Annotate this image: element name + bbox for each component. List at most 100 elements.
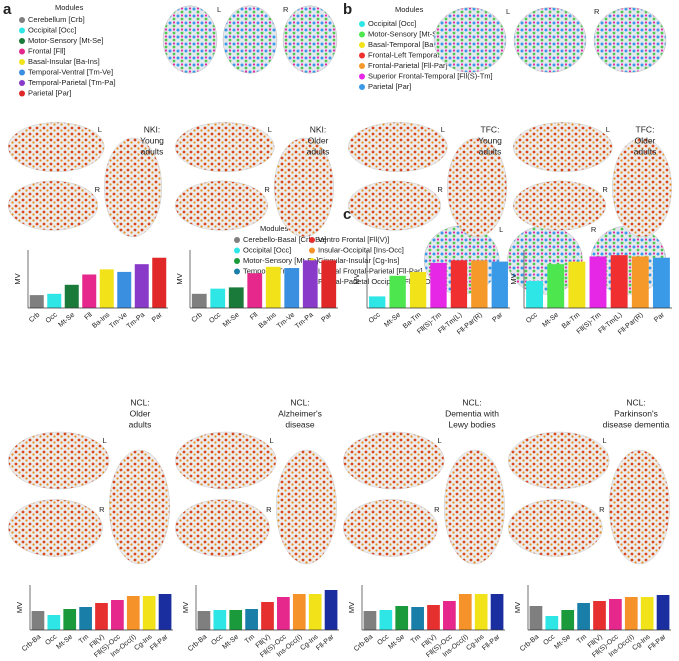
x-tick-label: Crb-Ba (353, 634, 375, 654)
legend-label: Motor-Sensory [Mt-Se] (28, 36, 103, 45)
brain-image (175, 180, 268, 231)
bar (609, 599, 622, 630)
brain-image (162, 5, 218, 74)
panel-label: a (3, 1, 12, 18)
legend-title: Modules (395, 5, 424, 14)
bar (229, 610, 243, 630)
bar (158, 594, 172, 630)
bar (247, 273, 263, 308)
bar (117, 271, 132, 308)
chart-title: Parkinson's (614, 408, 658, 418)
bar (389, 275, 406, 308)
x-tick-label: Fll-Par (481, 633, 502, 652)
hemisphere-label: R (594, 7, 600, 16)
brain-image (447, 137, 507, 238)
brain-image (433, 7, 507, 73)
bar (31, 611, 45, 630)
y-axis-label: MV (15, 602, 24, 613)
bar (142, 596, 156, 630)
brain-image (7, 122, 105, 173)
chart-title: adults (141, 146, 164, 156)
legend-swatch (19, 80, 25, 86)
hemisphere-label: L (217, 5, 221, 14)
legend-label: Temporal-Parietal [Tm-Pa] (28, 78, 116, 87)
chart-title: TFC: (636, 124, 655, 134)
legend-label: Temporal-Ventral [Tm-Ve] (28, 67, 113, 76)
legend-label: Cingular-Insular [Cg-Ins] (318, 256, 399, 265)
x-tick-label: Mt-Se (541, 312, 560, 329)
hemisphere-label: R (99, 505, 105, 514)
x-tick-label: Crb (28, 312, 41, 325)
legend-label: Cerebellum [Crb] (28, 15, 85, 24)
bar (111, 600, 124, 630)
bar (568, 261, 586, 308)
bar (47, 615, 61, 630)
x-tick-label: Mt-Se (383, 312, 402, 329)
bar (126, 596, 140, 630)
bar (589, 256, 607, 308)
x-tick-label: Par (653, 311, 666, 324)
legend-title: Modules (260, 224, 289, 233)
bar (395, 606, 409, 630)
hemisphere-label: R (264, 185, 270, 194)
chart-title: NKI: (144, 124, 161, 134)
bar (284, 268, 300, 308)
y-axis-label: MV (181, 602, 190, 613)
x-tick-label: Occ (208, 311, 222, 325)
x-tick-label: Crb (191, 312, 204, 325)
x-tick-label: Par (320, 311, 333, 324)
brain-image (343, 431, 445, 490)
chart-title: Alzheimer's (278, 408, 322, 418)
bar (427, 605, 440, 630)
x-tick-label: Mt-Se (387, 634, 406, 651)
brain-image (274, 137, 334, 238)
bar (302, 260, 318, 308)
legend-label: Parietal [Par] (368, 82, 411, 91)
legend-swatch (19, 48, 25, 55)
legend-swatch (19, 59, 25, 65)
brain-image (508, 431, 610, 490)
legend-swatch (19, 69, 25, 76)
legend-swatch (234, 237, 240, 243)
x-tick-label: Fll-Par (647, 633, 668, 652)
legend-label: Superior Frontal-Temporal [Fll(S)-Tm] (368, 71, 493, 80)
bar (261, 602, 274, 630)
bar (321, 260, 337, 308)
bar (210, 288, 226, 308)
hemisphere-label: R (434, 505, 440, 514)
brain-image (222, 5, 278, 74)
bar (369, 296, 386, 308)
bar (292, 594, 306, 630)
chart-title: disease (285, 419, 315, 429)
x-tick-label: Tm (78, 633, 90, 645)
bar (474, 594, 488, 630)
x-tick-label: Tm-Ve (108, 312, 128, 331)
x-tick-label: Fll (84, 311, 94, 321)
x-tick-label: Mt-Se (221, 634, 240, 651)
y-axis-label: MV (347, 602, 356, 613)
bar (640, 597, 654, 630)
x-tick-label: Mt-Se (222, 312, 241, 329)
bar (29, 295, 44, 308)
hemisphere-label: L (269, 436, 273, 445)
chart-title: NCL: (130, 397, 149, 407)
x-tick-label: Tm (410, 633, 422, 645)
bar (593, 601, 606, 630)
x-tick-label: Par (491, 311, 504, 324)
brain-image (175, 122, 275, 173)
brain-image (343, 499, 438, 557)
chart-title: Young (478, 135, 502, 145)
bar (577, 603, 590, 630)
y-axis-label: MV (13, 273, 22, 284)
legend-swatch (309, 237, 315, 243)
brain-image (612, 137, 672, 238)
x-tick-label: Crb-Ba (21, 634, 43, 654)
chart-title: Older (635, 135, 656, 145)
legend-label: Occipital [Occ] (28, 25, 76, 34)
x-tick-label: Ba-Ins (91, 311, 111, 330)
hemisphere-label: L (441, 125, 445, 134)
legend-swatch (359, 31, 365, 38)
bar (95, 603, 108, 630)
x-tick-label: Fll-Par (315, 633, 336, 652)
bar (47, 293, 62, 308)
